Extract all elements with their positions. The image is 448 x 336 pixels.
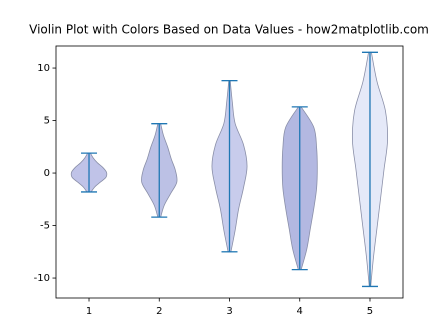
y-tick-label: -10 — [34, 273, 50, 284]
y-tick-label: 5 — [44, 116, 50, 127]
y-tick-label: -5 — [40, 221, 50, 232]
chart-title: Violin Plot with Colors Based on Data Va… — [29, 23, 429, 37]
x-tick-label: 3 — [226, 306, 232, 317]
x-tick-label: 5 — [367, 306, 373, 317]
x-tick-label: 4 — [297, 306, 303, 317]
x-tick-label: 1 — [86, 306, 92, 317]
y-tick-label: 10 — [37, 63, 50, 74]
x-tick-label: 2 — [156, 306, 162, 317]
y-tick-label: 0 — [44, 168, 50, 179]
